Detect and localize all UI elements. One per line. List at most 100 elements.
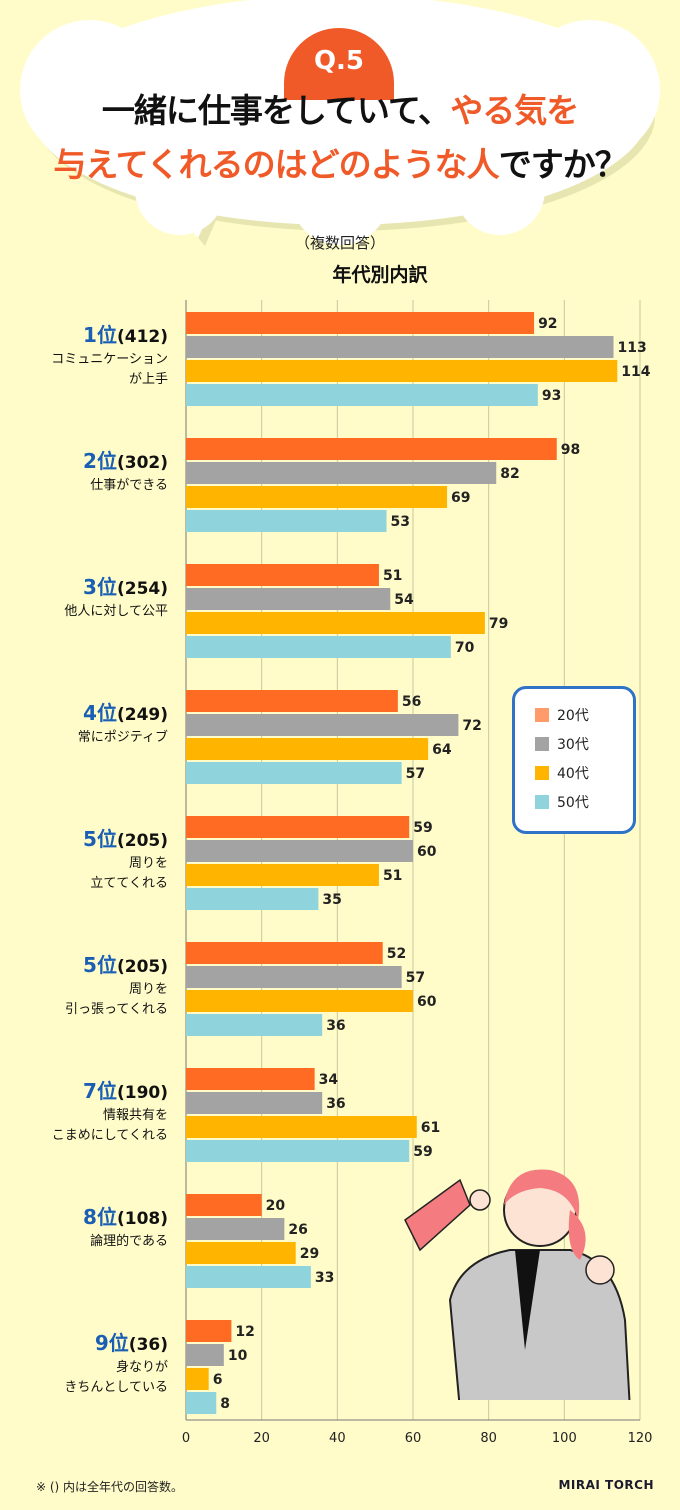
data-label: 36	[326, 1018, 345, 1034]
total-count: (190)	[116, 1083, 168, 1103]
rank: 5位(205)	[83, 953, 168, 977]
legend-swatch	[535, 766, 549, 780]
bar-40代	[186, 1116, 417, 1138]
bar-20代	[186, 690, 398, 712]
data-label: 60	[417, 994, 437, 1010]
category-label: 8位(108) 論理的である	[0, 1204, 168, 1252]
category-text: きちんとしている	[64, 1380, 168, 1395]
category-text: 仕事ができる	[90, 478, 168, 493]
bar-50代	[186, 762, 402, 784]
title-line-1: 一緒に仕事をしていて、やる気を	[0, 84, 680, 132]
data-label: 51	[383, 868, 402, 884]
x-tick-label: 80	[480, 1431, 497, 1446]
total-count: (302)	[116, 453, 168, 473]
category-text: 情報共有を	[102, 1108, 168, 1123]
rank: 8位(108)	[83, 1205, 168, 1229]
x-tick-label: 60	[405, 1431, 422, 1446]
bar-50代	[186, 636, 451, 658]
data-label: 57	[406, 766, 425, 782]
total-count: (205)	[116, 831, 168, 851]
x-tick-label: 0	[182, 1431, 190, 1446]
category-text: 他人に対して公平	[64, 604, 168, 619]
data-label: 33	[315, 1270, 334, 1286]
total-count: (205)	[116, 957, 168, 977]
data-label: 61	[421, 1120, 440, 1136]
data-label: 69	[451, 490, 470, 506]
bar-40代	[186, 1242, 296, 1264]
data-label: 60	[417, 844, 437, 860]
bar-50代	[186, 1014, 323, 1036]
rank: 2位(302)	[83, 449, 168, 473]
bar-30代	[186, 336, 614, 358]
rank: 5位(205)	[83, 827, 168, 851]
data-label: 20	[266, 1198, 286, 1214]
category-label: 2位(302) 仕事ができる	[0, 448, 168, 496]
category-text: 立ててくれる	[90, 876, 168, 891]
data-label: 35	[322, 892, 341, 908]
bar-20代	[186, 438, 557, 460]
data-label: 26	[288, 1222, 307, 1238]
bar-40代	[186, 738, 429, 760]
category-text: コミュニケーション	[51, 352, 168, 367]
total-count: (254)	[116, 579, 168, 599]
speech-bubble	[20, 0, 660, 246]
bar-50代	[186, 1140, 410, 1162]
title-line-2: 与えてくれるのはどのような人ですか？	[0, 138, 680, 186]
bar-40代	[186, 864, 379, 886]
data-label: 12	[235, 1324, 254, 1340]
data-label: 79	[489, 616, 508, 632]
bar-50代	[186, 384, 538, 406]
rank: 3位(254)	[83, 575, 168, 599]
data-label: 8	[220, 1396, 230, 1412]
bar-50代	[186, 510, 387, 532]
bar-30代	[186, 462, 497, 484]
bar-20代	[186, 564, 379, 586]
bar-30代	[186, 714, 459, 736]
woman-megaphone-illustration	[404, 1169, 631, 1400]
total-count: (108)	[116, 1209, 168, 1229]
total-count: (249)	[116, 705, 168, 725]
chart-title: 年代別内訳	[332, 264, 428, 286]
data-label: 34	[319, 1072, 339, 1088]
category-text: 周りを	[128, 856, 168, 871]
data-label: 52	[387, 946, 406, 962]
legend: 20代 30代 40代 50代	[512, 686, 636, 834]
data-label: 6	[213, 1372, 223, 1388]
bar-20代	[186, 1320, 232, 1342]
category-text: 引っ張ってくれる	[65, 1002, 168, 1017]
data-label: 29	[300, 1246, 319, 1262]
category-label: 1位(412) コミュニケーションが上手	[0, 322, 168, 390]
data-label: 72	[462, 718, 481, 734]
title-black: 一緒に仕事をしていて、	[101, 91, 451, 130]
bar-20代	[186, 1194, 262, 1216]
bar-40代	[186, 990, 413, 1012]
legend-item-30s: 30代	[535, 734, 589, 754]
bar-40代	[186, 612, 485, 634]
bar-30代	[186, 1344, 224, 1366]
data-label: 56	[402, 694, 421, 710]
legend-item-50s: 50代	[535, 792, 589, 812]
title-orange: 与えてくれるのはどのような人	[53, 145, 499, 184]
bar-20代	[186, 1068, 315, 1090]
footnote: ※ () 内は全年代の回答数。	[36, 1480, 184, 1494]
category-label: 3位(254) 他人に対して公平	[0, 574, 168, 622]
data-label: 98	[561, 442, 580, 458]
category-text: 周りを	[128, 982, 168, 997]
category-text: が上手	[128, 372, 168, 387]
rank: 4位(249)	[83, 701, 168, 725]
total-count: (36)	[128, 1335, 168, 1355]
bar-20代	[186, 942, 383, 964]
data-label: 10	[228, 1348, 248, 1364]
bar-30代	[186, 588, 391, 610]
rank: 1位(412)	[83, 323, 168, 347]
data-label: 64	[432, 742, 452, 758]
category-text: 論理的である	[90, 1234, 168, 1249]
legend-swatch	[535, 737, 549, 751]
data-label: 114	[621, 364, 650, 380]
category-label: 9位(36) 身なりが きちんとしている	[0, 1330, 168, 1398]
category-text: 常にポジティブ	[77, 730, 168, 745]
bar-50代	[186, 888, 319, 910]
category-label: 5位(205) 周りを引っ張ってくれる	[0, 952, 168, 1020]
rank: 9位(36)	[94, 1331, 168, 1355]
